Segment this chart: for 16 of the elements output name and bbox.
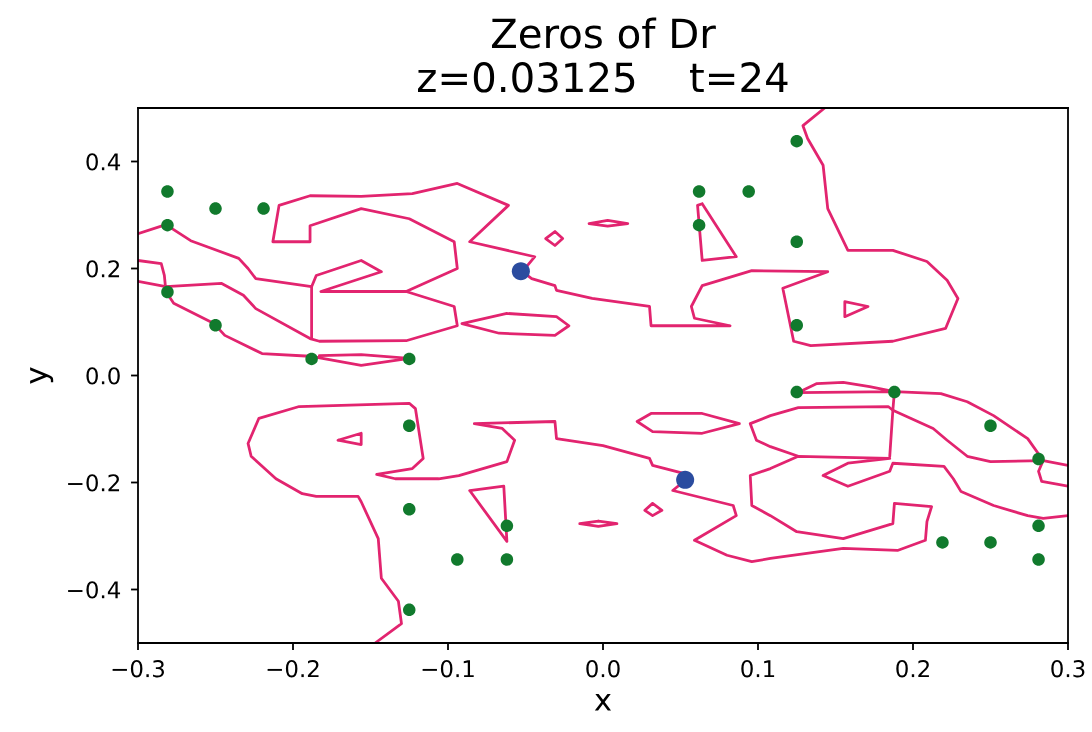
- x-tick-label: 0.3: [1051, 660, 1085, 678]
- x-tick-label: 0.0: [586, 660, 620, 678]
- x-tick-label: 0.2: [896, 660, 929, 678]
- y-tick-label: 0.4: [86, 153, 121, 171]
- y-tick-label: 0.0: [86, 367, 120, 385]
- chart-title: Zeros of Dr: [491, 17, 716, 49]
- x-tick-label: −0.2: [267, 660, 319, 678]
- x-tick-label: −0.3: [112, 660, 164, 678]
- x-axis-title: x: [594, 693, 612, 711]
- y-axis-title: y: [30, 367, 54, 384]
- x-tick-label: −0.1: [422, 660, 474, 678]
- x-tick-label: 0.1: [741, 660, 775, 678]
- chart-subtitle: z=0.03125 t=24: [418, 62, 788, 93]
- y-tick-label: −0.2: [68, 474, 120, 492]
- y-tick-label: 0.2: [86, 260, 120, 278]
- y-tick-label: −0.4: [68, 581, 121, 599]
